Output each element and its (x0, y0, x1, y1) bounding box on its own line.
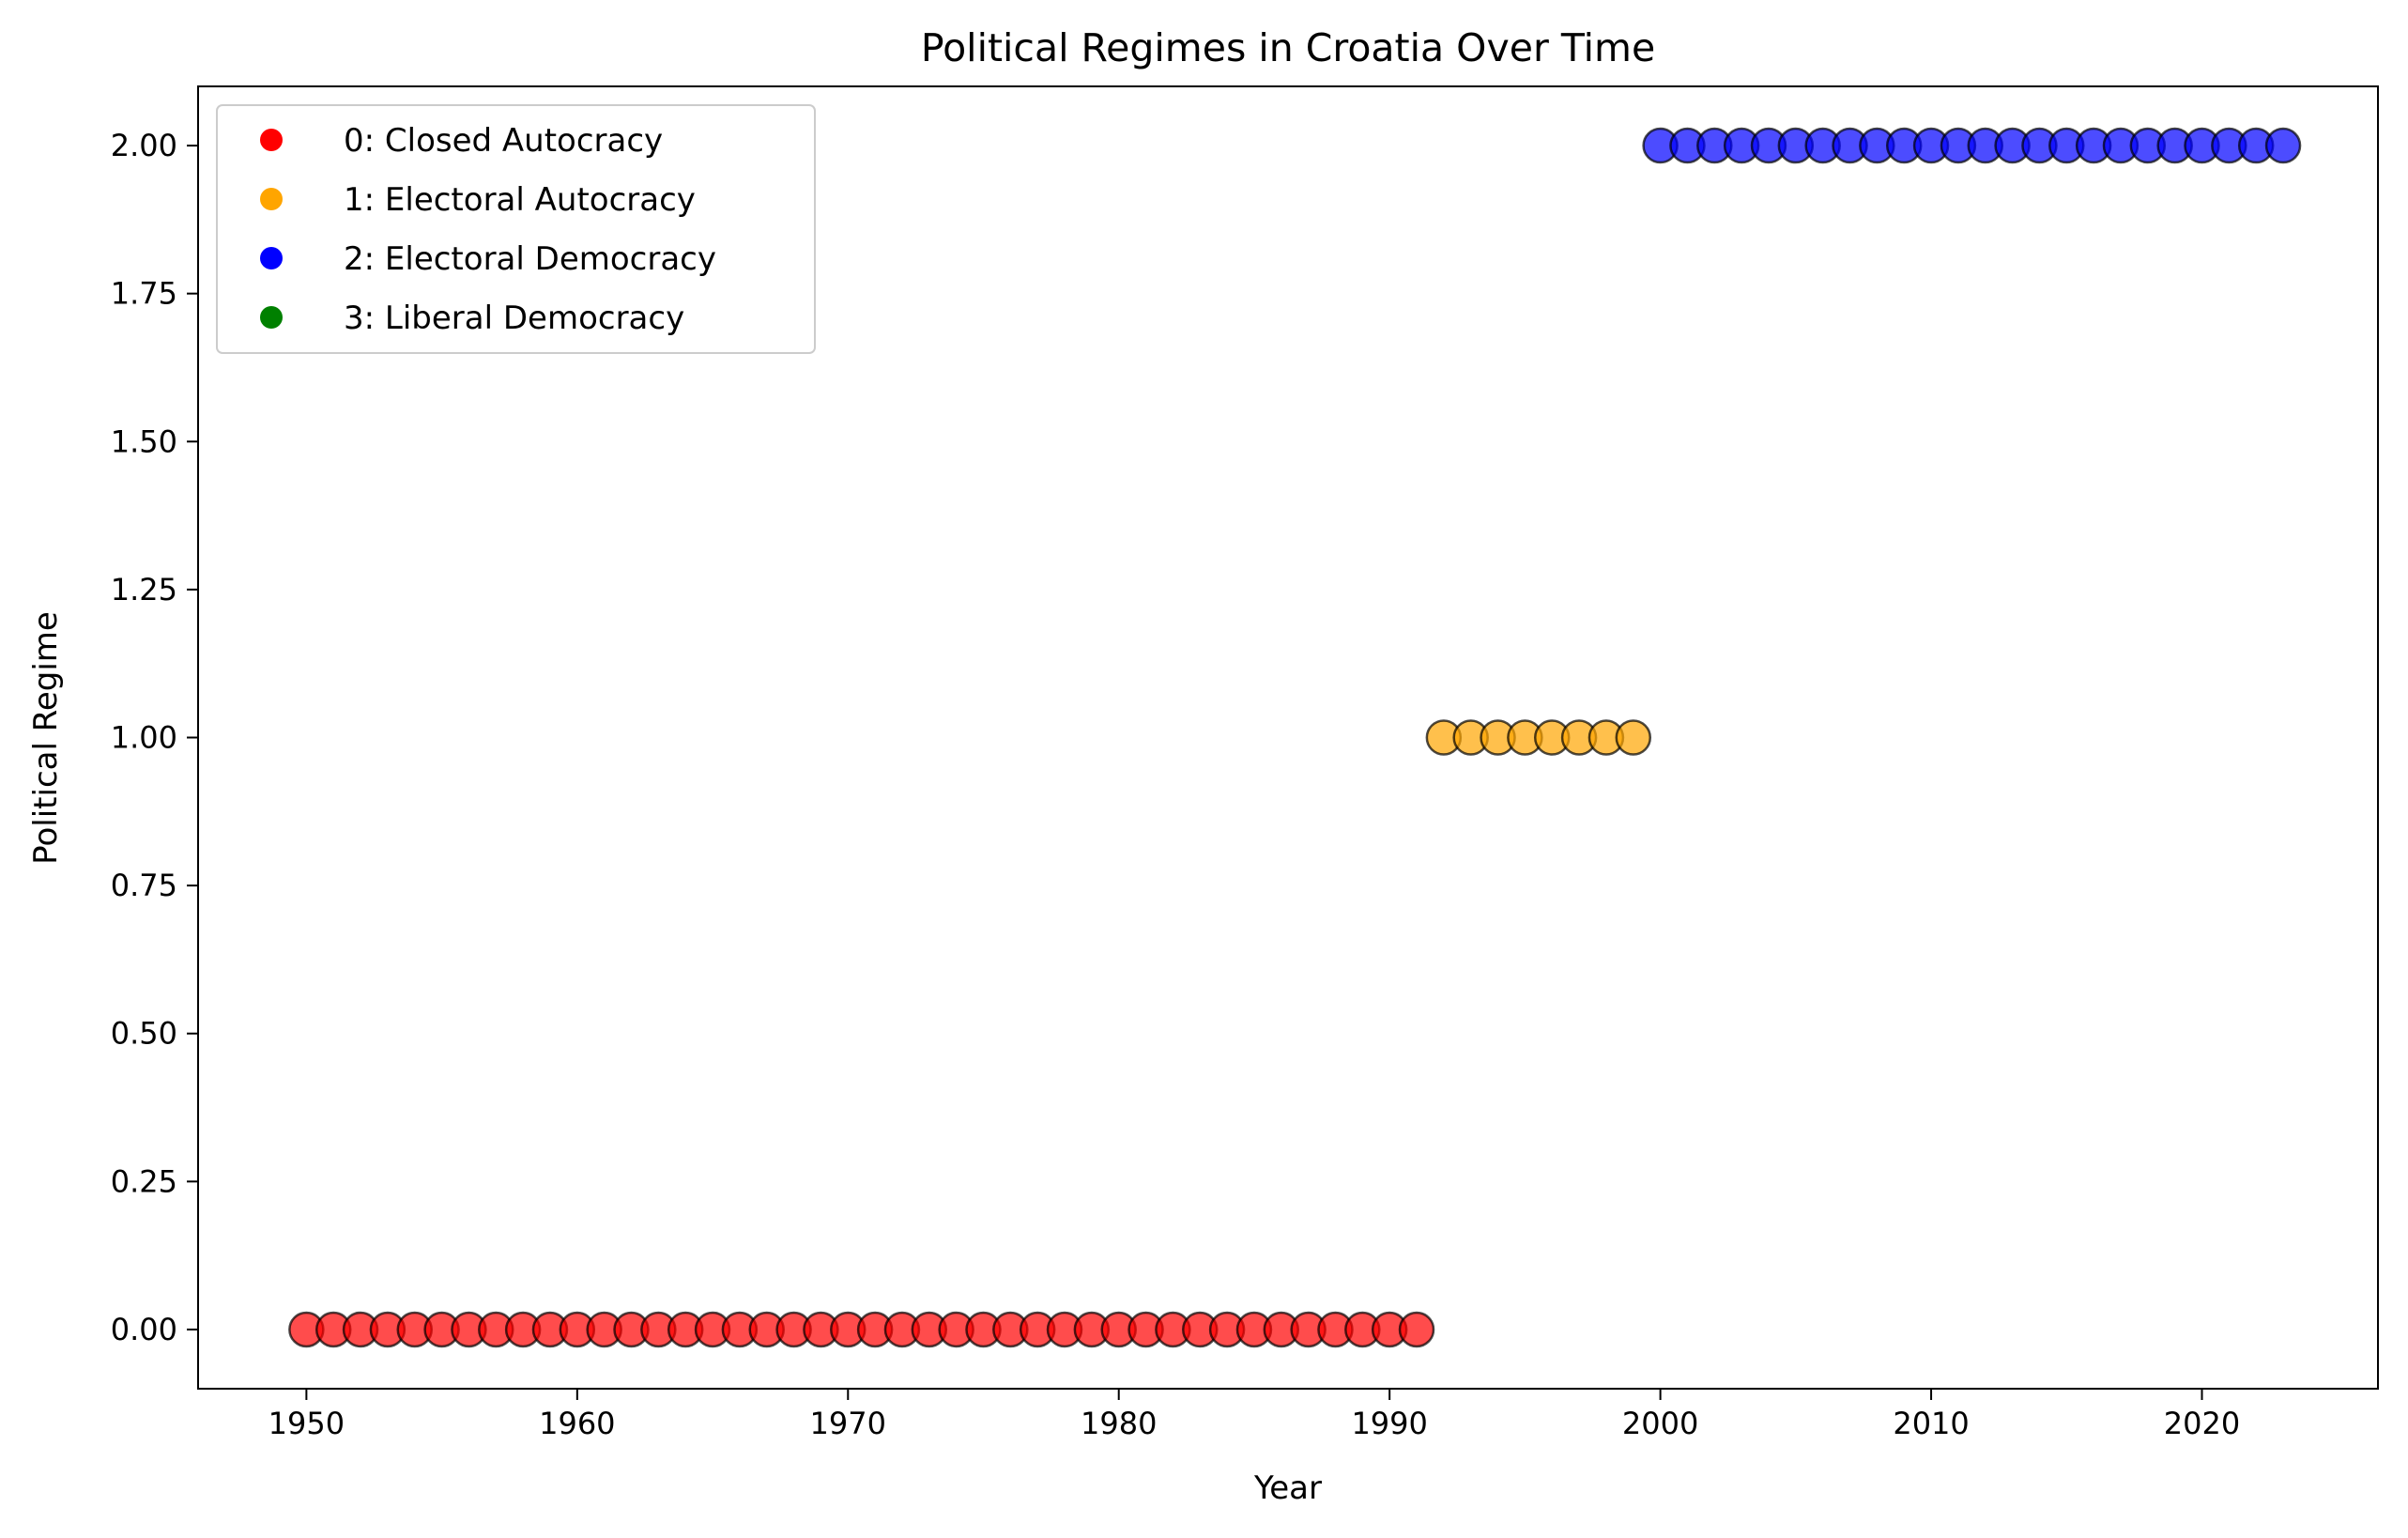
legend-label: 3: Liberal Democracy (344, 300, 684, 337)
plot-area-frame (197, 85, 2379, 1390)
legend-label: 0: Closed Autocracy (344, 122, 663, 160)
y-tick-label: 0.50 (111, 1016, 177, 1052)
x-tick-label: 1960 (539, 1406, 615, 1441)
data-point (2264, 127, 2302, 164)
chart-title: Political Regimes in Croatia Over Time (921, 25, 1655, 70)
legend-marker (260, 188, 283, 210)
y-tick-label: 0.00 (111, 1312, 177, 1347)
legend: 0: Closed Autocracy 1: Electoral Autocrac… (216, 104, 816, 354)
legend-marker (260, 129, 283, 151)
x-tick-label: 1950 (268, 1406, 345, 1441)
x-axis-label: Year (1253, 1469, 1322, 1507)
x-tick-label: 1990 (1351, 1406, 1427, 1441)
x-tick-label: 2000 (1622, 1406, 1698, 1441)
x-tick-label: 1980 (1081, 1406, 1157, 1441)
y-tick-label: 0.75 (111, 868, 177, 903)
x-tick-label: 2020 (2164, 1406, 2240, 1441)
y-tick-label: 2.00 (111, 128, 177, 163)
points-layer (288, 127, 2302, 1348)
legend-box (216, 104, 816, 354)
y-tick-label: 1.50 (111, 423, 177, 459)
data-point (1615, 719, 1652, 756)
axes-layer: 1950 1960 1970 1980 1990 2000 2010 2020 0.00 0.25… (111, 128, 2240, 1441)
legend-marker (260, 247, 283, 269)
x-tick-label: 1970 (810, 1406, 886, 1441)
data-point (1398, 1311, 1435, 1348)
x-tick-label: 2010 (1893, 1406, 1969, 1441)
legend-label: 2: Electoral Democracy (344, 240, 716, 278)
y-tick-label: 1.75 (111, 276, 177, 312)
y-tick-label: 1.25 (111, 572, 177, 608)
legend-marker (260, 306, 283, 329)
y-tick-label: 0.25 (111, 1163, 177, 1199)
y-tick-label: 1.00 (111, 720, 177, 756)
y-axis-label: Political Regime (27, 611, 65, 865)
legend-label: 1: Electoral Autocracy (344, 181, 696, 219)
